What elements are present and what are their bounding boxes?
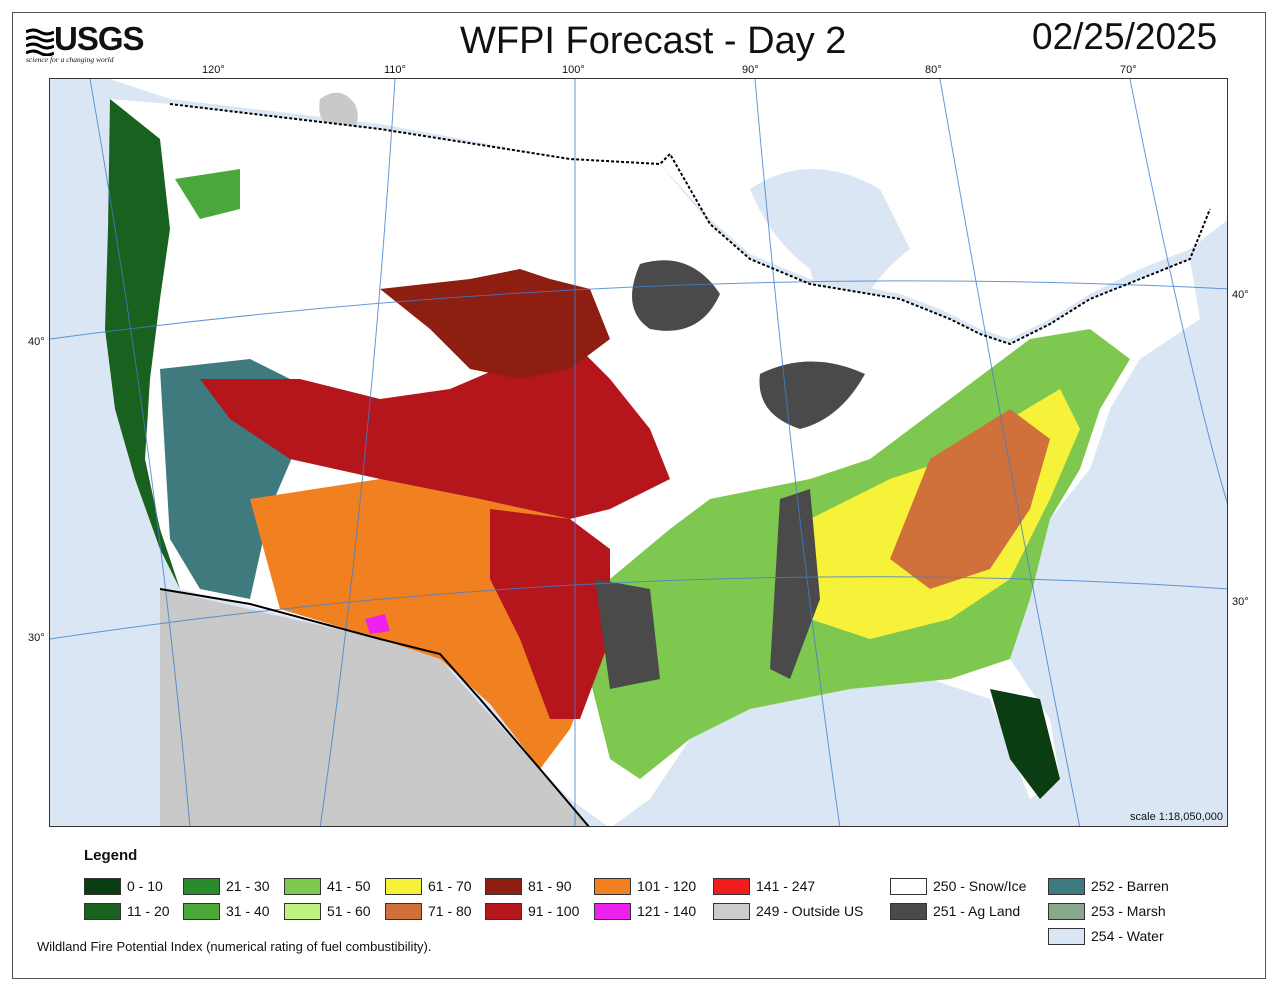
map-area: scale 1:18,050,000 (49, 78, 1228, 827)
legend-item: 31 - 40 (183, 902, 270, 920)
legend-label: 41 - 50 (327, 878, 371, 894)
legend-item: 249 - Outside US (713, 902, 863, 920)
region-northwest-green (175, 169, 240, 219)
longitude-label-110: 110° (384, 64, 406, 76)
legend-title: Legend (84, 847, 138, 864)
legend-label: 81 - 90 (528, 878, 572, 894)
legend-item: 253 - Marsh (1048, 902, 1166, 920)
legend-swatch (1048, 877, 1085, 895)
legend-swatch (485, 902, 522, 920)
us-mexico-border (159, 588, 590, 826)
legend-swatch (485, 877, 522, 895)
region-texas-red (490, 509, 610, 719)
great-lakes (750, 169, 910, 329)
legend-footnote: Wildland Fire Potential Index (numerical… (37, 939, 432, 954)
map-canvas (50, 79, 1227, 826)
legend-item: 141 - 247 (713, 877, 815, 895)
legend-item: 251 - Ag Land (890, 902, 1020, 920)
longitude-label-120: 120° (202, 64, 225, 76)
legend-label: 250 - Snow/Ice (933, 878, 1027, 894)
region-ag-land-delta (770, 489, 820, 679)
legend-label: 11 - 20 (127, 903, 170, 919)
legend-swatch (890, 902, 927, 920)
legend-swatch (594, 877, 631, 895)
region-ag-land-north (632, 260, 720, 331)
usgs-logo-icon (26, 28, 54, 56)
map-scale: scale 1:18,050,000 (1130, 811, 1223, 823)
legend-item: 81 - 90 (485, 877, 572, 895)
mexico-landmass (160, 589, 589, 826)
legend-label: 254 - Water (1091, 928, 1164, 944)
legend-label: 251 - Ag Land (933, 903, 1021, 919)
legend-swatch (890, 877, 927, 895)
legend-label: 21 - 30 (226, 878, 270, 894)
legend-swatch (713, 877, 750, 895)
legend-swatch (183, 902, 220, 920)
latitude-label-left-40: 40° (28, 336, 45, 348)
legend-item: 51 - 60 (284, 902, 371, 920)
legend-label: 252 - Barren (1091, 878, 1169, 894)
legend-label: 249 - Outside US (756, 903, 864, 919)
region-ag-land-south (595, 579, 660, 689)
legend-item: 250 - Snow/Ice (890, 877, 1026, 895)
legend-label: 51 - 60 (327, 903, 371, 919)
region-pacific-green (105, 99, 180, 589)
longitude-label-80: 80° (925, 64, 942, 76)
legend-item: 254 - Water (1048, 927, 1164, 945)
region-florida-darkgreen (990, 689, 1060, 799)
legend-swatch (1048, 927, 1085, 945)
legend-swatch (183, 877, 220, 895)
legend-swatch (1048, 902, 1085, 920)
legend-item: 61 - 70 (385, 877, 472, 895)
legend-label: 0 - 10 (127, 878, 163, 894)
longitude-label-70: 70° (1120, 64, 1137, 76)
legend-swatch (284, 902, 321, 920)
logo-tagline: science for a changing world (26, 55, 114, 64)
region-plains-darkred (380, 269, 610, 379)
forecast-date: 02/25/2025 (1032, 16, 1218, 57)
latitude-label-right-30: 30° (1232, 596, 1249, 608)
legend-item: 91 - 100 (485, 902, 579, 920)
latitude-label-left-30: 30° (28, 632, 45, 644)
logo-text: USGS (54, 20, 145, 57)
region-southeast-orange (890, 409, 1050, 589)
canada-landmass (110, 79, 1227, 339)
legend-item: 252 - Barren (1048, 877, 1169, 895)
legend-label: 71 - 80 (428, 903, 472, 919)
latitude-label-right-40: 40° (1232, 289, 1249, 301)
legend-swatch (84, 877, 121, 895)
legend-swatch (713, 902, 750, 920)
longitude-label-90: 90° (742, 64, 759, 76)
legend-label: 141 - 247 (756, 878, 816, 894)
legend-item: 71 - 80 (385, 902, 472, 920)
legend-swatch (84, 902, 121, 920)
legend-item: 21 - 30 (183, 877, 270, 895)
legend-swatch (284, 877, 321, 895)
usgs-logo: USGS science for a changing world (26, 20, 145, 64)
legend-item: 0 - 10 (84, 877, 163, 895)
us-canada-border (169, 103, 1211, 346)
legend-item: 41 - 50 (284, 877, 371, 895)
region-interior-red (200, 339, 670, 519)
region-ag-land-midwest (759, 361, 865, 429)
legend-label: 61 - 70 (428, 878, 472, 894)
legend-label: 101 - 120 (637, 878, 697, 894)
graticule (50, 79, 1227, 826)
legend-item: 11 - 20 (84, 902, 170, 920)
longitude-label-100: 100° (562, 64, 585, 76)
legend-item: 101 - 120 (594, 877, 696, 895)
legend-label: 31 - 40 (226, 903, 270, 919)
legend-swatch (385, 902, 422, 920)
legend-label: 253 - Marsh (1091, 903, 1166, 919)
region-magenta-spot (365, 614, 390, 634)
legend-swatch (385, 877, 422, 895)
legend-swatch (594, 902, 631, 920)
legend-label: 91 - 100 (528, 903, 580, 919)
legend-label: 121 - 140 (637, 903, 697, 919)
map-title: WFPI Forecast - Day 2 (460, 20, 847, 62)
legend-item: 121 - 140 (594, 902, 696, 920)
